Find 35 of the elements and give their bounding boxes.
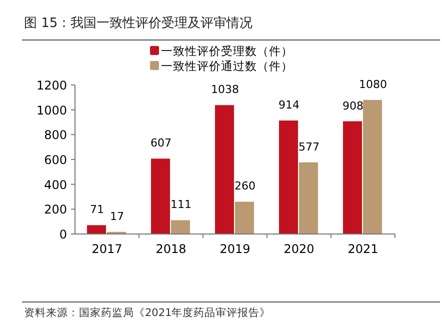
y-tick-label: 600	[44, 153, 67, 167]
x-tick-label: 2020	[284, 242, 314, 256]
y-tick-label: 400	[44, 178, 67, 192]
data-label: 1038	[211, 83, 239, 96]
bar	[279, 120, 298, 234]
data-label: 914	[278, 98, 300, 112]
data-label: 1080	[359, 78, 387, 91]
bar	[343, 121, 362, 234]
data-label: 908	[342, 99, 364, 112]
x-tick-label: 2017	[92, 242, 122, 256]
bar	[171, 220, 190, 234]
data-label: 17	[110, 210, 124, 223]
x-tick-label: 2018	[156, 242, 186, 256]
data-label: 111	[170, 198, 192, 212]
legend-label: 一致性评价通过数（件）	[161, 59, 293, 73]
y-tick-label: 0	[59, 228, 67, 242]
bar	[215, 105, 234, 234]
bar	[363, 100, 382, 234]
bar	[151, 158, 170, 234]
bar	[235, 202, 254, 234]
data-label: 607	[150, 136, 172, 150]
x-tick-label: 2019	[220, 242, 250, 256]
data-label: 71	[90, 203, 104, 216]
y-tick-label: 200	[44, 202, 67, 217]
y-tick-label: 1000	[36, 103, 67, 118]
legend-label: 一致性评价受理数（件）	[161, 44, 293, 58]
text: 资料来源：国家药监局《2021年度药品审评报告》	[24, 306, 271, 319]
data-label: 577	[298, 140, 320, 154]
y-tick-label: 1200	[36, 78, 67, 92]
data-label: 260	[234, 180, 256, 193]
bar	[87, 225, 106, 234]
y-tick-label: 800	[44, 128, 67, 142]
x-tick-label: 2021	[348, 242, 378, 256]
bar	[299, 162, 318, 234]
chart-title: 图 15：我国一致性评价受理及评审情况	[24, 15, 253, 31]
